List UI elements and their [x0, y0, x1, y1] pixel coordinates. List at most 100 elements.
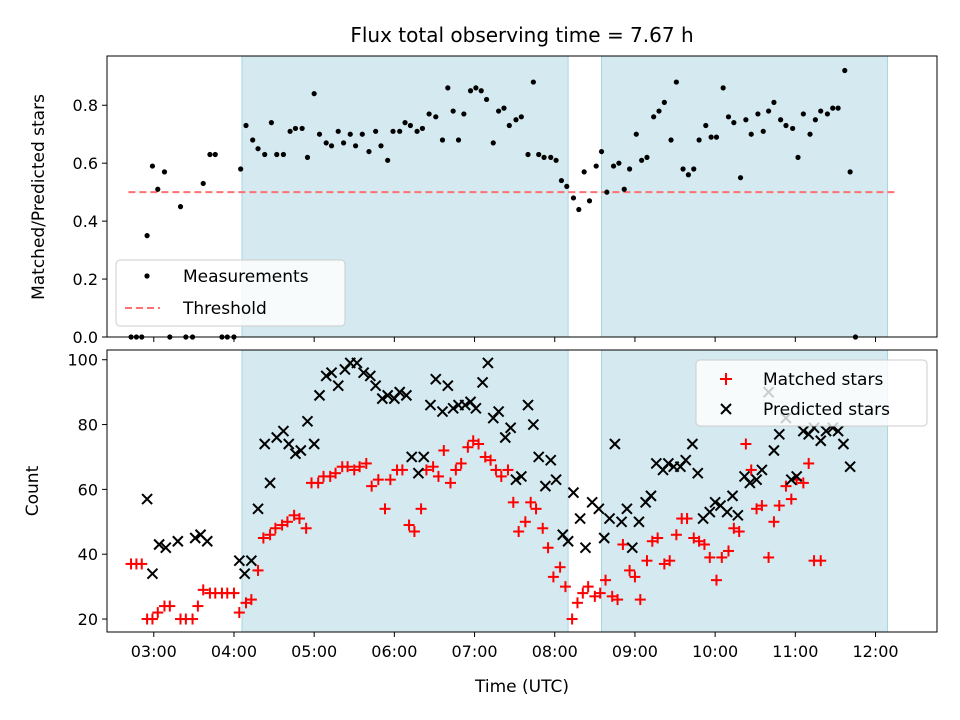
measurement-point	[713, 134, 720, 140]
measurement-point	[778, 117, 784, 123]
matched-stars-point	[600, 574, 612, 586]
predicted-stars-point	[522, 399, 534, 411]
measurement-point	[445, 85, 451, 91]
measurement-point	[455, 137, 462, 143]
matched-stars-point	[372, 474, 384, 486]
predicted-stars-point	[562, 535, 574, 547]
predicted-stars-point	[510, 473, 522, 486]
matched-stars-point	[197, 584, 209, 596]
y-tick-label: 80	[78, 416, 98, 435]
matched-stars-point	[233, 607, 245, 619]
measurement-point	[311, 91, 317, 97]
measurement-point	[696, 137, 702, 143]
matched-stars-point	[360, 457, 372, 469]
measurement-point	[513, 117, 519, 123]
predicted-stars-point	[820, 425, 832, 437]
matched-stars-point	[670, 529, 682, 541]
measurement-point	[373, 128, 379, 134]
measurement-point	[639, 157, 645, 163]
predicted-stars-point	[289, 448, 302, 460]
measurement-point	[268, 120, 274, 126]
predicted-stars-point	[579, 542, 592, 554]
predicted-stars-point	[252, 503, 264, 515]
predicted-stars-point	[172, 535, 184, 547]
measurement-point	[207, 151, 213, 158]
x-tick-label: 03:00	[131, 642, 177, 661]
y-tick-label: 60	[78, 480, 98, 499]
matched-stars-point	[803, 457, 815, 469]
predicted-stars-point	[532, 451, 545, 463]
matched-stars-point	[763, 551, 775, 563]
x-axis-label: Time (UTC)	[474, 677, 569, 697]
matched-stars-point	[408, 526, 420, 538]
matched-stars-point	[427, 461, 439, 473]
predicted-stars-point	[277, 425, 290, 437]
matched-stars-point	[815, 555, 827, 567]
measurement-point	[304, 154, 311, 160]
measurement-point	[335, 128, 341, 134]
predicted-stars-point	[750, 473, 763, 486]
ratio-panel-frame	[106, 55, 938, 338]
predicted-stars-point	[709, 496, 721, 509]
predicted-stars-point	[790, 470, 803, 483]
y-tick-label: 0.2	[73, 270, 98, 289]
predicted-stars-point	[245, 554, 258, 567]
predicted-stars-point	[662, 457, 675, 470]
predicted-stars-point	[406, 451, 418, 463]
matched-stars-point	[698, 538, 710, 550]
predicted-stars-point	[527, 418, 540, 431]
measurement-point	[212, 151, 218, 158]
measurement-point	[250, 137, 256, 143]
predicted-stars-point	[442, 379, 454, 392]
predicted-stars-point	[430, 373, 442, 385]
matched-stars-point	[300, 522, 312, 534]
predicted-stars-point	[400, 389, 413, 402]
matched-stars-point	[756, 500, 768, 512]
measurement-point	[483, 96, 490, 103]
measurement-point	[518, 114, 524, 120]
matched-stars-point	[704, 551, 716, 563]
measurement-point	[743, 117, 749, 123]
legend-matched-marker	[720, 373, 732, 385]
predicted-stars-point	[357, 366, 370, 379]
predicted-stars-point	[680, 454, 692, 466]
matched-stars-point	[187, 613, 199, 625]
ratio-panel: 0.00.20.40.60.8 Matched/Predicted stars …	[29, 55, 938, 347]
predicted-stars-point	[603, 512, 616, 525]
observing-window-1	[241, 350, 569, 632]
matched-stars-point	[269, 522, 281, 534]
matched-stars-point	[281, 516, 293, 528]
measurement-point	[287, 128, 293, 134]
measurement-point	[478, 88, 484, 94]
measurement-point	[673, 79, 679, 85]
predicted-stars-point	[201, 535, 213, 547]
predicted-stars-point	[615, 516, 628, 528]
predicted-stars-point	[233, 554, 246, 567]
predicted-stars-point	[447, 402, 459, 415]
measurement-point	[501, 105, 507, 111]
matched-stars-point	[228, 587, 240, 599]
matched-stars-point	[432, 470, 444, 482]
predicted-stars-point	[393, 386, 406, 398]
x-tick-label: 12:00	[852, 642, 898, 661]
measurement-point	[461, 111, 467, 117]
measurement-point	[340, 140, 347, 146]
predicted-stars-point	[545, 454, 557, 466]
measurement-point	[144, 233, 150, 239]
matched-stars-point	[768, 516, 780, 528]
matched-stars-point	[594, 587, 606, 599]
measurement-point	[558, 177, 565, 184]
predicted-stars-point	[621, 503, 633, 515]
matched-stars-point	[264, 529, 276, 541]
x-tick-label: 06:00	[371, 642, 417, 661]
predicted-stars-point	[482, 357, 494, 369]
measurement-point	[807, 131, 813, 137]
predicted-stars-point	[376, 392, 389, 405]
measurement-point	[238, 166, 244, 172]
matched-stars-point	[152, 607, 164, 619]
matched-stars-point	[664, 555, 676, 567]
predicted-stars-point	[768, 444, 780, 457]
matched-stars-point	[293, 513, 305, 525]
measurement-point	[299, 125, 305, 132]
